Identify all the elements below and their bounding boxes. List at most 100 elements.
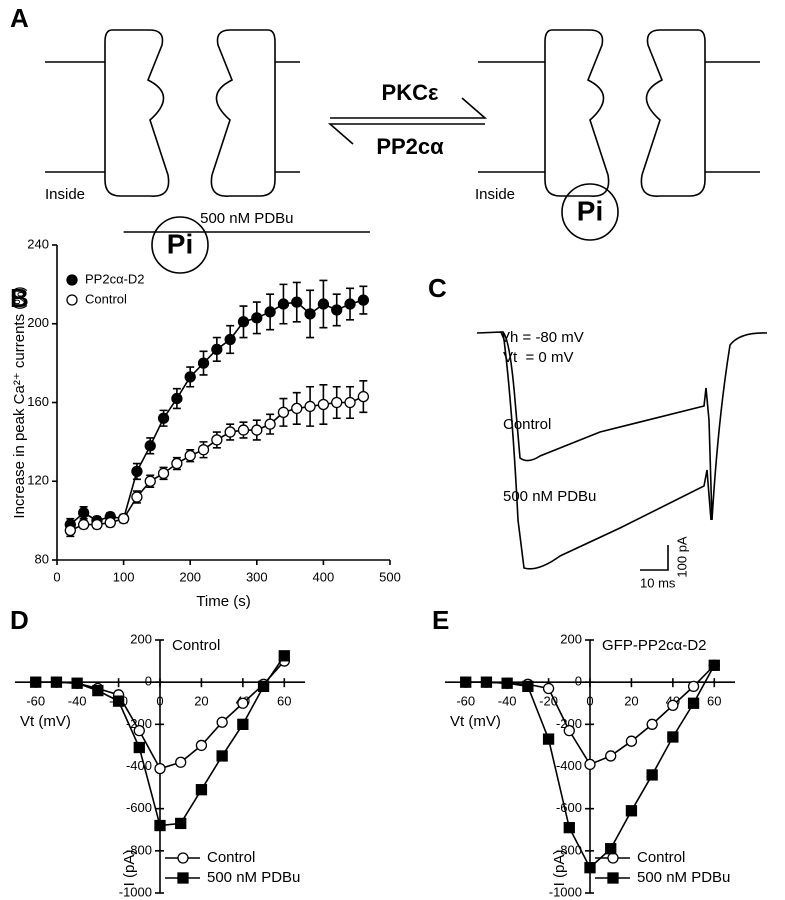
y-tick-label: -1000: [119, 884, 152, 899]
marker: [357, 390, 370, 403]
y-axis-label: I (pA): [121, 850, 138, 887]
marker: [667, 731, 679, 743]
y-tick-label: -600: [556, 800, 582, 815]
marker: [195, 739, 208, 752]
y-tick-label: 80: [35, 551, 49, 566]
marker: [175, 756, 187, 768]
marker: [277, 298, 290, 310]
current-traces: [476, 331, 768, 571]
y-tick-label: 120: [27, 473, 49, 488]
marker: [584, 758, 596, 771]
marker: [144, 475, 156, 487]
x-tick-label: 200: [179, 569, 201, 584]
series-line: [69, 395, 364, 532]
x-tick-label: 20: [624, 694, 638, 709]
legend-marker: [177, 872, 189, 884]
marker: [175, 817, 187, 830]
marker: [331, 304, 343, 316]
marker: [304, 308, 316, 320]
y-tick-label: 200: [560, 631, 582, 646]
x-tick-label: 0: [586, 694, 593, 709]
marker: [216, 716, 228, 728]
panel-label: A: [10, 3, 29, 33]
marker: [317, 298, 330, 310]
marker: [91, 518, 103, 531]
marker: [237, 316, 250, 328]
marker: [64, 524, 76, 537]
x-tick-label: 500: [379, 569, 401, 584]
marker: [133, 725, 145, 737]
forward-label: PKCε: [382, 80, 439, 105]
marker: [522, 680, 534, 693]
marker: [195, 784, 208, 796]
legend-label: PP2cα-D2: [85, 271, 145, 286]
marker: [460, 676, 472, 688]
y-tick-label: -600: [126, 800, 152, 815]
marker: [216, 750, 228, 762]
x-tick-label: 400: [313, 569, 335, 584]
y-axis-label: Increase in peak Ca²⁺ currents (%): [11, 286, 28, 518]
y-tick-label: -1000: [549, 884, 582, 899]
marker: [77, 507, 90, 519]
marker: [480, 676, 493, 688]
y-tick-label: -200: [556, 716, 582, 731]
scale-label: 10 ms: [640, 575, 676, 590]
marker: [257, 680, 270, 693]
marker: [154, 819, 166, 832]
x-tick-label: -40: [498, 694, 517, 709]
marker: [104, 516, 116, 529]
panel-label: B: [10, 283, 29, 313]
marker: [224, 426, 236, 438]
marker: [344, 298, 356, 310]
marker: [304, 400, 316, 413]
marker: [171, 457, 183, 470]
marker: [605, 843, 617, 855]
y-axis-label: I (pA): [551, 850, 568, 887]
x-tick-label: 20: [194, 694, 208, 709]
marker: [264, 418, 276, 430]
legend-label: Control: [207, 849, 255, 866]
legend-marker: [607, 852, 619, 864]
marker: [625, 805, 638, 817]
marker: [542, 733, 555, 745]
annotation: GFP-PP2cα-D2: [602, 637, 707, 654]
marker: [264, 306, 276, 318]
marker: [542, 682, 555, 695]
channel-left: [45, 29, 300, 274]
marker: [157, 467, 170, 480]
legend-label: 500 nM PDBu: [637, 869, 730, 886]
inside-label: Inside: [475, 186, 515, 203]
panel-label: C: [428, 273, 447, 303]
legend-marker: [66, 274, 78, 286]
marker: [317, 398, 330, 411]
annotation: 500 nM PDBu: [200, 210, 293, 227]
pi-label: Pi: [167, 228, 193, 259]
marker: [184, 371, 196, 383]
marker: [646, 769, 658, 781]
x-tick-label: 300: [246, 569, 268, 584]
marker: [237, 697, 249, 709]
marker: [224, 333, 236, 346]
marker: [154, 762, 166, 775]
channel-right: [478, 29, 760, 241]
x-tick-label: -60: [26, 694, 45, 709]
scale-label: 100 pA: [674, 536, 689, 578]
x-axis-label: Vt (mV): [450, 713, 501, 730]
marker: [211, 434, 223, 446]
marker: [625, 735, 638, 747]
reaction-arrows: [327, 97, 488, 145]
legend-marker: [66, 294, 78, 306]
marker: [563, 725, 575, 737]
marker: [133, 741, 145, 754]
marker: [131, 491, 143, 503]
annotation: Control: [172, 637, 220, 654]
series-line: [69, 299, 364, 526]
marker: [211, 343, 223, 355]
marker: [144, 440, 156, 452]
marker: [584, 862, 596, 874]
trace-label: 500 nM PDBu: [503, 488, 596, 505]
marker: [277, 406, 290, 418]
marker: [291, 296, 303, 308]
marker: [30, 676, 42, 688]
